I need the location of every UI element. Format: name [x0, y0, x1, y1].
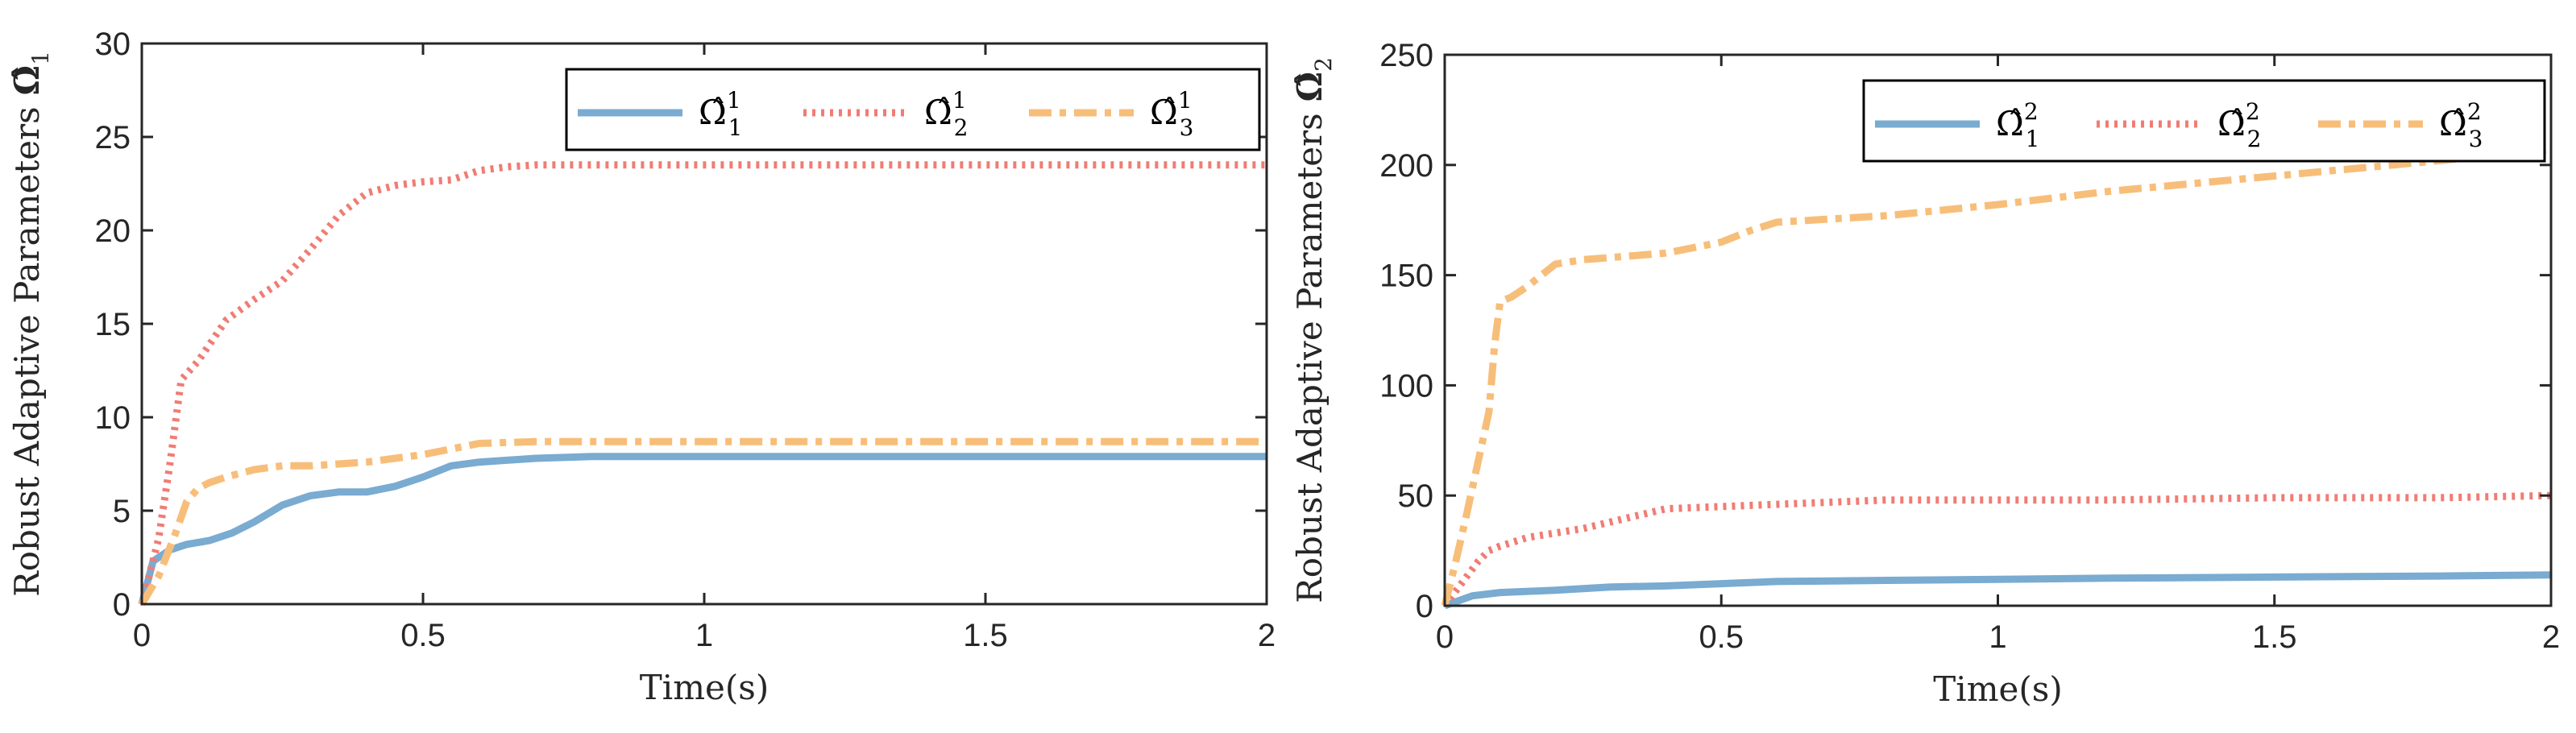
x-tick-label: 0 [1436, 619, 1454, 655]
y-tick-label: 30 [95, 27, 131, 62]
series-line-1 [138, 453, 1267, 606]
series-line-1 [1443, 571, 2552, 610]
legend: Ω̂1 1 Ω̂1 2 Ω̂1 3 [565, 68, 1261, 151]
y-tick-label: 5 [113, 494, 131, 529]
right-chart: 0 0.5 1 1.5 2 0 50 100 150 200 250 Time(s) Robust Ad… [1290, 38, 2560, 709]
legend-label-3: Ω̂1 3 [1150, 87, 1193, 141]
x-tick-label: 2 [1258, 618, 1276, 653]
y-tick-label: 15 [95, 307, 131, 342]
legend-subscript: 2 [2247, 126, 2262, 152]
series-line-3 [139, 437, 1267, 607]
legend-label-2: Ω̂1 2 [924, 87, 968, 141]
legend-label-2: Ω̂2 2 [2217, 98, 2261, 152]
y-axis-label-subscript: 1 [27, 51, 54, 65]
y-axis-label: Robust Adaptive Parameters Ω̂1 [7, 51, 54, 597]
x-tick-label: 1.5 [963, 618, 1008, 653]
legend-superscript: 2 [2467, 98, 2482, 125]
y-tick-label: 0 [1416, 589, 1433, 624]
legend-label-1: Ω̂2 1 [1996, 98, 2039, 152]
legend: Ω̂2 1 Ω̂2 2 Ω̂2 3 [1862, 79, 2546, 163]
y-axis-label-subscript: 2 [1310, 57, 1337, 72]
y-tick-label: 0 [113, 587, 131, 623]
legend-symbol: Ω̂ [1150, 93, 1178, 132]
legend-subscript: 2 [954, 114, 969, 141]
y-axis-label-text: Robust Adaptive Parameters [1290, 113, 1329, 603]
legend-subscript: 1 [2026, 126, 2040, 152]
legend-subscript: 1 [728, 114, 743, 141]
x-tick-label: 1 [695, 618, 713, 653]
y-axis-label-symbol: Ω̂ [7, 65, 47, 95]
series-line-2 [1441, 491, 2552, 608]
x-tick-label: 2 [2542, 619, 2560, 655]
legend-symbol: Ω̂ [924, 93, 952, 132]
x-tick-label: 1 [1989, 619, 2006, 655]
x-tick-label: 0 [133, 618, 151, 653]
legend-label-3: Ω̂2 3 [2439, 98, 2483, 152]
y-tick-label: 100 [1379, 368, 1433, 404]
x-tick-label: 0.5 [1699, 619, 1744, 655]
y-tick-label: 20 [95, 213, 131, 249]
x-axis-label: Time(s) [640, 668, 769, 707]
y-tick-label: 25 [95, 120, 131, 155]
x-tick-label: 1.5 [2252, 619, 2297, 655]
y-tick-label: 50 [1398, 478, 1434, 514]
legend-superscript: 2 [2246, 98, 2260, 125]
y-axis-label-symbol: Ω̂ [1290, 72, 1329, 101]
y-tick-label: 10 [95, 400, 131, 436]
legend-symbol: Ω̂ [1996, 104, 2024, 143]
y-tick-label: 150 [1379, 259, 1433, 294]
y-axis-label-text: Robust Adaptive Parameters [7, 106, 47, 597]
legend-superscript: 2 [2024, 98, 2039, 125]
x-tick-label: 0.5 [400, 618, 446, 653]
series-line-3 [1441, 146, 2552, 607]
y-tick-label: 250 [1379, 38, 1433, 73]
legend-symbol: Ω̂ [2439, 104, 2467, 143]
x-axis-label: Time(s) [1933, 669, 2062, 709]
legend-superscript: 1 [727, 87, 741, 114]
legend-label-1: Ω̂1 1 [699, 87, 742, 141]
legend-superscript: 1 [952, 87, 967, 114]
y-axis-label: Robust Adaptive Parameters Ω̂2 [1290, 57, 1337, 603]
legend-superscript: 1 [1178, 87, 1193, 114]
series-line-2 [138, 161, 1267, 606]
legend-symbol: Ω̂ [699, 93, 727, 132]
legend-subscript: 3 [2469, 126, 2483, 152]
y-tick-label: 200 [1379, 148, 1433, 184]
legend-subscript: 3 [1180, 114, 1194, 141]
legend-symbol: Ω̂ [2217, 104, 2246, 143]
